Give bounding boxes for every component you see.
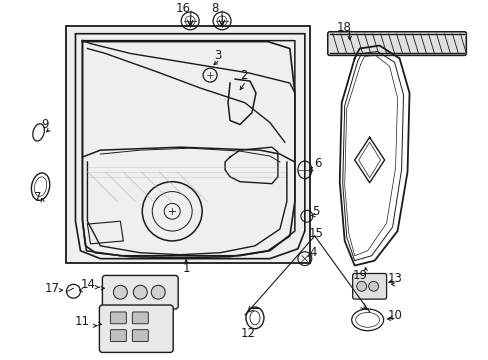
FancyBboxPatch shape [132,330,148,342]
Circle shape [133,285,147,299]
Text: 10: 10 [387,309,402,323]
Text: 15: 15 [308,226,323,239]
FancyBboxPatch shape [110,312,126,324]
Text: 8: 8 [211,1,218,14]
Text: 18: 18 [336,21,350,34]
FancyBboxPatch shape [110,330,126,342]
Text: 2: 2 [240,69,247,82]
FancyBboxPatch shape [102,275,178,309]
Circle shape [356,282,366,291]
Text: 17: 17 [45,282,60,295]
Text: 14: 14 [81,278,96,291]
Text: 5: 5 [311,205,319,218]
Text: 3: 3 [214,49,222,62]
Text: 12: 12 [240,327,255,340]
Text: 6: 6 [313,157,321,170]
Text: 16: 16 [175,1,190,14]
Text: 13: 13 [387,272,402,285]
Circle shape [113,285,127,299]
Text: 7: 7 [34,191,41,204]
FancyBboxPatch shape [132,312,148,324]
Circle shape [368,282,378,291]
Bar [65,26,309,262]
FancyBboxPatch shape [99,305,173,352]
Text: 11: 11 [75,315,90,328]
Text: 9: 9 [41,118,48,131]
Text: 19: 19 [351,269,366,282]
FancyBboxPatch shape [327,32,466,55]
Text: 4: 4 [308,246,316,259]
Text: 1: 1 [182,262,189,275]
FancyBboxPatch shape [352,274,386,299]
Circle shape [151,285,165,299]
